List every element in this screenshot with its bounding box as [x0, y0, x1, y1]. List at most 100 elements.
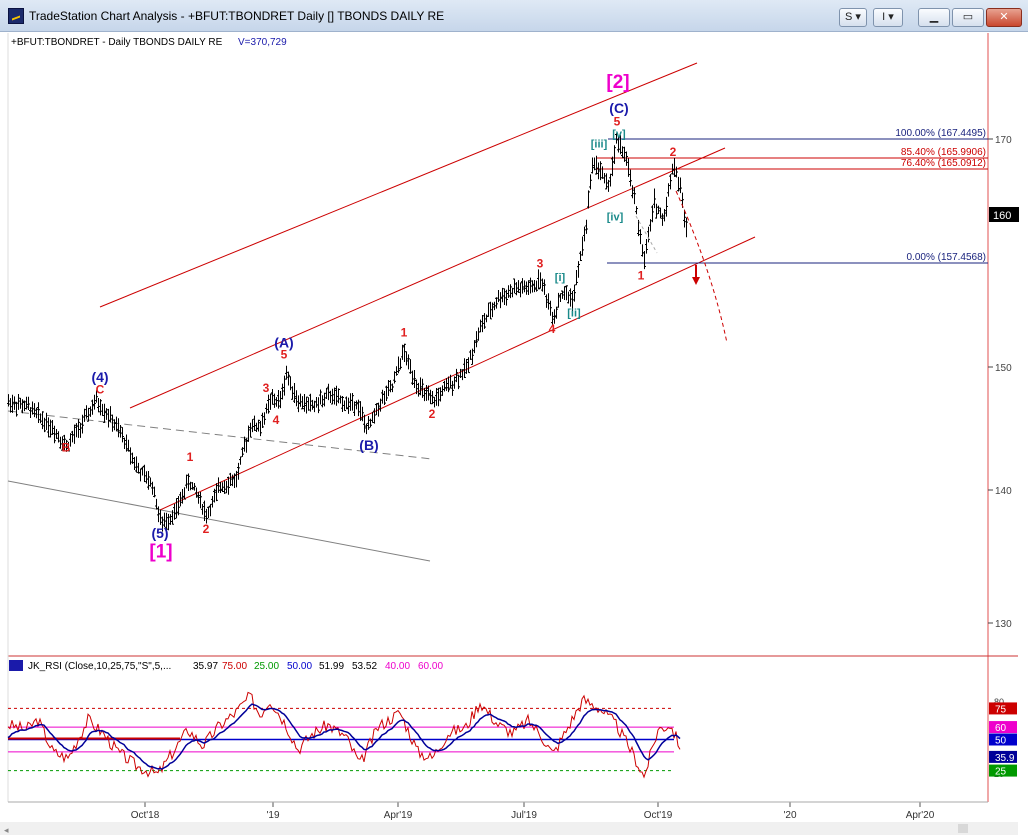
projection-dotted-path [675, 190, 728, 344]
minimize-icon: ▁ [929, 11, 939, 23]
elliott-wave-labels: (4)CB1(5) 2[1]34(A)5(B)1234[i][ii][iii][v… [62, 72, 677, 562]
wave-label: 2 [203, 522, 210, 536]
rsi-header-value: 50.00 [287, 661, 312, 672]
price-axis-ticks: 170 150 140 130 [988, 135, 1012, 630]
price-tick-label: 170 [995, 135, 1012, 146]
projection-gray-dotted [635, 215, 658, 254]
wave-label: 5 [614, 114, 621, 128]
wave-label: [iii] [591, 139, 608, 151]
rsi-header-value: 53.52 [352, 661, 377, 672]
chart-header-volume: V=370,729 [238, 37, 287, 48]
rsi-value-box-label: 75 [995, 704, 1007, 715]
rsi-header-name: JK_RSI (Close,10,25,75,"S",5,... [28, 661, 171, 672]
rsi-value-box [989, 764, 1017, 777]
wave-label: 1 [187, 450, 194, 464]
rsi-header-value: 35.97 [193, 661, 218, 672]
rsi-header-value: 60.00 [418, 661, 443, 672]
down-arrow-head-icon [692, 277, 700, 285]
rsi-value-box-label: 25 [995, 767, 1007, 778]
close-button[interactable]: ✕ [986, 8, 1022, 27]
price-tick-label: 150 [995, 363, 1012, 374]
wave-label: [1] [149, 542, 172, 563]
title-bar: TradeStation Chart Analysis - +BFUT:TBON… [0, 0, 1028, 32]
fibonacci-levels: 100.00% (167.4495) 85.40% (165.9906)76.40… [597, 128, 988, 264]
symbol-link-i-button[interactable]: I ▾ [873, 8, 903, 27]
wave-label: 2 [429, 407, 436, 421]
rsi-value-box-label: 60 [995, 723, 1007, 734]
scrollbar-thumb[interactable] [958, 824, 968, 833]
rsi-value-box-label: 35.9 [995, 753, 1015, 764]
wave-label: 3 [263, 381, 270, 395]
time-tick-label: Apr'19 [384, 810, 413, 821]
last-price-box [989, 207, 1019, 222]
rsi-value-box [989, 702, 1017, 715]
rsi-axis-tick: 80 [994, 697, 1004, 707]
horizontal-scrollbar[interactable] [0, 822, 1018, 835]
wave-label: 4 [549, 322, 556, 336]
wave-label: (B) [359, 437, 378, 453]
price-panel-bg [8, 33, 988, 656]
wave-label: [2] [606, 72, 629, 93]
wave-label: 2 [670, 145, 677, 159]
price-tick-label: 130 [995, 619, 1012, 630]
time-tick-label: '20 [783, 810, 796, 821]
rsi-header-value: 40.00 [385, 661, 410, 672]
fib-level-label: 76.40% (165.0912) [901, 158, 986, 169]
wave-label: (5) [151, 525, 168, 541]
wave-label: 4 [273, 413, 280, 427]
channel-lines [99, 62, 756, 511]
rsi-slow-line [7, 703, 681, 770]
time-tick-label: Apr'20 [906, 810, 935, 821]
wave-label: 3 [537, 256, 544, 270]
fib-level-label: 100.00% (167.4495) [895, 128, 986, 139]
maximize-button[interactable]: ▭ [952, 8, 984, 27]
time-axis-ticks: Oct'18 '19 Apr'19 Jul'19 Oct'19 '20 Apr'20 [8, 801, 988, 821]
chart-header-symbol: +BFUT:TBONDRET - Daily TBONDS DAILY RE [11, 37, 223, 48]
channel-inner-upper [129, 147, 726, 409]
rsi-value-box [989, 750, 1017, 763]
last-price-label: 160 [993, 210, 1011, 222]
rsi-fast-line [7, 691, 681, 779]
wave-label: 1 [401, 325, 408, 339]
lower-gray-trendline [7, 480, 431, 562]
channel-outer-upper [99, 62, 698, 308]
dashed-trendline [7, 410, 433, 460]
trend-lines [7, 410, 433, 562]
wave-label: [v] [612, 129, 626, 141]
channel-lower [159, 236, 756, 511]
rsi-value-box [989, 721, 1017, 734]
fib-level-label: 85.40% (165.9906) [901, 147, 986, 158]
wave-label: (A) [274, 335, 293, 351]
time-tick-label: Oct'19 [644, 810, 673, 821]
wave-label: B [62, 440, 71, 454]
window-title: TradeStation Chart Analysis - +BFUT:TBON… [29, 9, 445, 23]
fib-level-label: 0.00% (157.4568) [906, 252, 986, 263]
price-chart[interactable]: +BFUT:TBONDRET - Daily TBONDS DAILY RE V… [0, 31, 1028, 835]
rsi-indicator-icon [9, 660, 23, 671]
wave-label: [i] [555, 272, 566, 284]
wave-label: (4) [91, 369, 108, 385]
minimize-button[interactable]: ▁ [918, 8, 950, 27]
rsi-value-box-label: 50 [995, 736, 1007, 747]
time-tick-label: Jul'19 [511, 810, 537, 821]
scroll-left-icon[interactable]: ◂ [4, 825, 9, 835]
wave-label: C [96, 382, 105, 396]
wave-label: 1 [638, 269, 645, 283]
symbol-link-s-button[interactable]: S ▾ [839, 8, 867, 27]
rsi-series [7, 691, 681, 779]
rsi-value-box [989, 733, 1017, 746]
wave-label: (C) [609, 100, 628, 116]
rsi-axis: 802075605035.925 [989, 697, 1017, 779]
maximize-icon: ▭ [962, 11, 974, 23]
close-icon: ✕ [999, 11, 1009, 23]
time-tick-label: Oct'18 [131, 810, 160, 821]
rsi-header-value: 25.00 [254, 661, 279, 672]
chart-area[interactable]: +BFUT:TBONDRET - Daily TBONDS DAILY RE V… [0, 31, 1028, 835]
wave-label: 5 [281, 348, 288, 362]
rsi-header-value: 75.00 [222, 661, 247, 672]
ohlc-bars [7, 133, 688, 532]
projection-path [635, 190, 728, 344]
rsi-header-value: 51.99 [319, 661, 344, 672]
wave-label: [ii] [567, 308, 581, 320]
wave-label: [iv] [607, 211, 624, 223]
